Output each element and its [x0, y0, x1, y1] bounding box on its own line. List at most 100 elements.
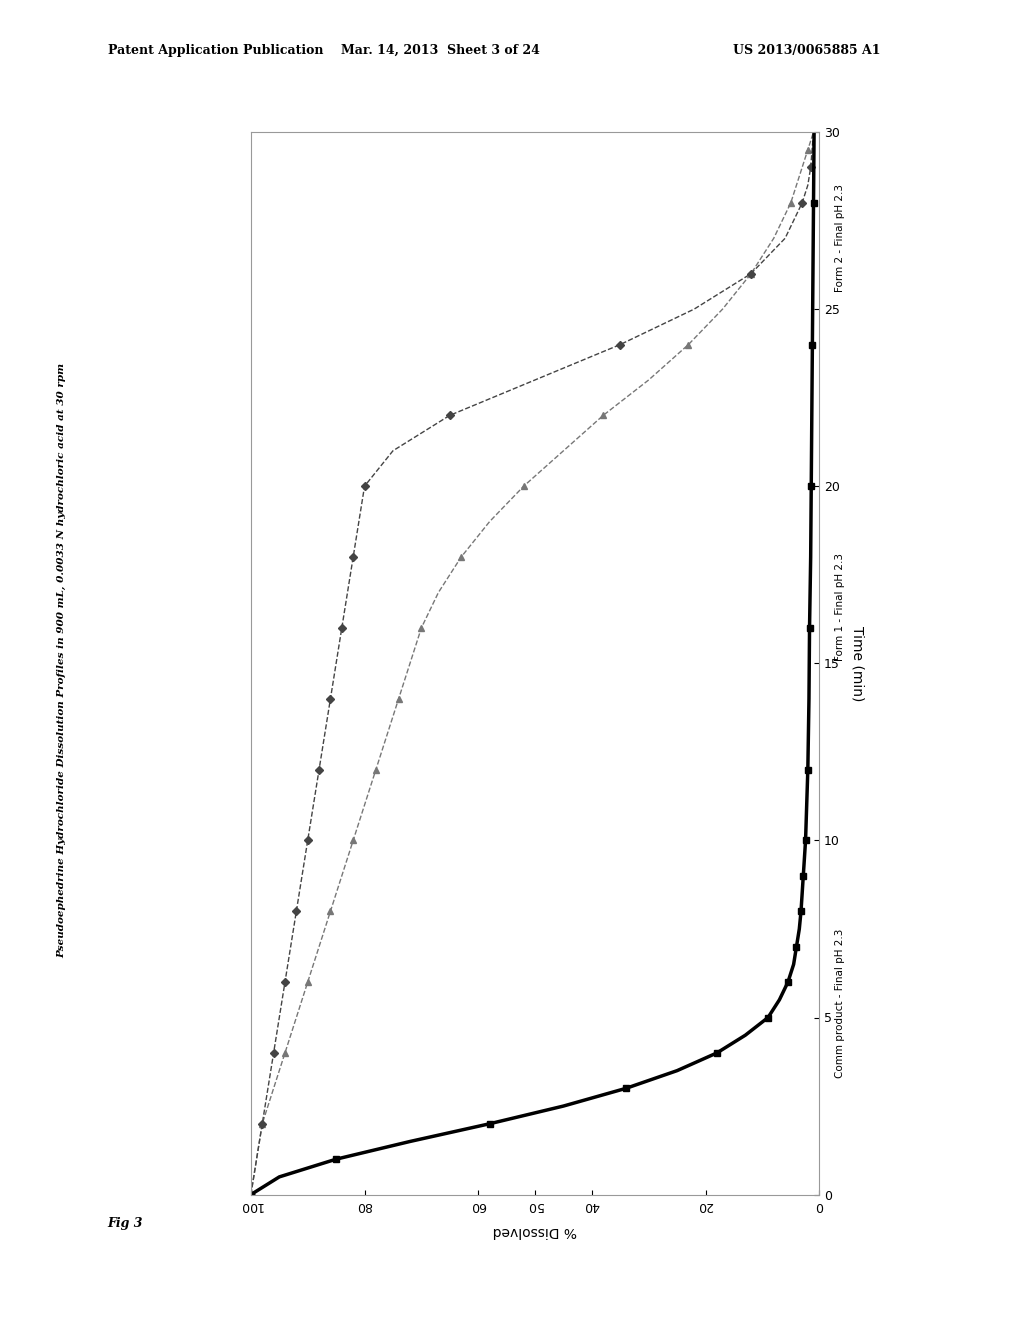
- Comm product - Final pH 2.3: [290, 1010, 302, 1026]
- Form 2 - Final pH 2.3: [671, 1063, 683, 1078]
- Form 1 - Final pH 2.3: [779, 231, 792, 247]
- Form 1 - Final pH 2.3: [528, 372, 541, 388]
- Form 2 - Final pH 2.3: [802, 762, 814, 777]
- Form 1 - Final pH 2.3: [358, 478, 371, 494]
- Form 1 - Final pH 2.3: [341, 585, 353, 601]
- Comm product - Final pH 2.3: [416, 620, 428, 636]
- Form 1 - Final pH 2.3: [336, 620, 348, 636]
- Form 1 - Final pH 2.3: [262, 1080, 274, 1096]
- Form 2 - Final pH 2.3: [803, 690, 815, 706]
- Form 2 - Final pH 2.3: [620, 1080, 632, 1096]
- Form 2 - Final pH 2.3: [807, 195, 819, 211]
- Form 2 - Final pH 2.3: [711, 1045, 723, 1061]
- Form 2 - Final pH 2.3: [808, 124, 820, 140]
- Comm product - Final pH 2.3: [744, 265, 757, 281]
- Form 1 - Final pH 2.3: [307, 797, 319, 813]
- Form 2 - Final pH 2.3: [762, 1010, 774, 1026]
- Form 1 - Final pH 2.3: [302, 833, 314, 849]
- Comm product - Final pH 2.3: [347, 833, 359, 849]
- Form 1 - Final pH 2.3: [313, 762, 326, 777]
- Comm product - Final pH 2.3: [483, 513, 496, 529]
- Form 1 - Final pH 2.3: [805, 160, 817, 176]
- Form 2 - Final pH 2.3: [800, 833, 812, 849]
- Text: Patent Application Publication: Patent Application Publication: [108, 44, 323, 57]
- Comm product - Final pH 2.3: [802, 141, 814, 157]
- Form 2 - Final pH 2.3: [557, 1098, 569, 1114]
- Line: Comm product - Final pH 2.3: Comm product - Final pH 2.3: [251, 132, 813, 1195]
- Form 2 - Final pH 2.3: [781, 974, 794, 990]
- Comm product - Final pH 2.3: [336, 869, 348, 884]
- Comm product - Final pH 2.3: [251, 1151, 263, 1167]
- Form 2 - Final pH 2.3: [739, 1027, 752, 1043]
- Comm product - Final pH 2.3: [325, 903, 337, 919]
- Form 2 - Final pH 2.3: [330, 1151, 342, 1167]
- Form 1 - Final pH 2.3: [744, 265, 757, 281]
- Form 1 - Final pH 2.3: [267, 1045, 280, 1061]
- Comm product - Final pH 2.3: [313, 939, 326, 954]
- Comm product - Final pH 2.3: [432, 585, 444, 601]
- Comm product - Final pH 2.3: [643, 372, 655, 388]
- Comm product - Final pH 2.3: [517, 478, 529, 494]
- Text: Pseudoephedrine Hydrochloride Dissolution Profiles in 900 mL, 0.0033 N hydrochlo: Pseudoephedrine Hydrochloride Dissolutio…: [57, 363, 66, 957]
- Form 2 - Final pH 2.3: [806, 337, 818, 352]
- Form 1 - Final pH 2.3: [802, 177, 814, 193]
- Form 2 - Final pH 2.3: [805, 478, 817, 494]
- Comm product - Final pH 2.3: [455, 549, 467, 565]
- Form 2 - Final pH 2.3: [794, 921, 806, 937]
- Line: Form 1 - Final pH 2.3: Form 1 - Final pH 2.3: [251, 132, 813, 1195]
- Form 2 - Final pH 2.3: [807, 265, 819, 281]
- Form 1 - Final pH 2.3: [251, 1151, 263, 1167]
- X-axis label: % Dissolved: % Dissolved: [493, 1224, 578, 1238]
- Form 2 - Final pH 2.3: [483, 1115, 496, 1131]
- Text: Mar. 14, 2013  Sheet 3 of 24: Mar. 14, 2013 Sheet 3 of 24: [341, 44, 540, 57]
- Comm product - Final pH 2.3: [392, 690, 404, 706]
- Comm product - Final pH 2.3: [807, 124, 819, 140]
- Comm product - Final pH 2.3: [358, 797, 371, 813]
- Form 1 - Final pH 2.3: [296, 869, 308, 884]
- Form 2 - Final pH 2.3: [791, 939, 803, 954]
- Y-axis label: Time (min): Time (min): [851, 626, 865, 701]
- Form 1 - Final pH 2.3: [245, 1187, 257, 1203]
- Comm product - Final pH 2.3: [370, 762, 382, 777]
- Text: Fig 3: Fig 3: [108, 1217, 143, 1230]
- Form 1 - Final pH 2.3: [256, 1115, 268, 1131]
- Form 1 - Final pH 2.3: [273, 1010, 286, 1026]
- Form 1 - Final pH 2.3: [352, 513, 365, 529]
- Form 2 - Final pH 2.3: [796, 886, 808, 902]
- Form 2 - Final pH 2.3: [801, 797, 813, 813]
- Form 1 - Final pH 2.3: [330, 656, 342, 672]
- Comm product - Final pH 2.3: [796, 160, 808, 176]
- Comm product - Final pH 2.3: [245, 1187, 257, 1203]
- Form 1 - Final pH 2.3: [614, 337, 627, 352]
- Form 2 - Final pH 2.3: [787, 957, 800, 973]
- Line: Form 2 - Final pH 2.3: Form 2 - Final pH 2.3: [251, 132, 814, 1195]
- Form 1 - Final pH 2.3: [318, 726, 331, 742]
- Form 2 - Final pH 2.3: [806, 408, 818, 424]
- Comm product - Final pH 2.3: [768, 231, 780, 247]
- Form 2 - Final pH 2.3: [799, 850, 811, 866]
- Form 1 - Final pH 2.3: [347, 549, 359, 565]
- Form 1 - Final pH 2.3: [290, 903, 302, 919]
- Text: Comm product - Final pH 2.3: Comm product - Final pH 2.3: [835, 928, 845, 1078]
- Form 2 - Final pH 2.3: [273, 1170, 286, 1185]
- Form 1 - Final pH 2.3: [325, 690, 337, 706]
- Comm product - Final pH 2.3: [256, 1115, 268, 1131]
- Form 2 - Final pH 2.3: [805, 549, 817, 565]
- Form 2 - Final pH 2.3: [804, 620, 816, 636]
- Comm product - Final pH 2.3: [403, 656, 416, 672]
- Form 1 - Final pH 2.3: [807, 124, 819, 140]
- Form 2 - Final pH 2.3: [403, 1134, 416, 1150]
- Text: US 2013/0065885 A1: US 2013/0065885 A1: [733, 44, 881, 57]
- Form 1 - Final pH 2.3: [285, 939, 297, 954]
- Comm product - Final pH 2.3: [302, 974, 314, 990]
- Form 1 - Final pH 2.3: [279, 974, 291, 990]
- Form 2 - Final pH 2.3: [245, 1187, 257, 1203]
- Text: Form 2 - Final pH 2.3: Form 2 - Final pH 2.3: [835, 183, 845, 292]
- Text: Form 1 - Final pH 2.3: Form 1 - Final pH 2.3: [835, 553, 845, 661]
- Form 2 - Final pH 2.3: [797, 869, 809, 884]
- Comm product - Final pH 2.3: [557, 444, 569, 459]
- Comm product - Final pH 2.3: [597, 408, 609, 424]
- Form 1 - Final pH 2.3: [443, 408, 456, 424]
- Comm product - Final pH 2.3: [717, 301, 729, 317]
- Form 1 - Final pH 2.3: [387, 444, 399, 459]
